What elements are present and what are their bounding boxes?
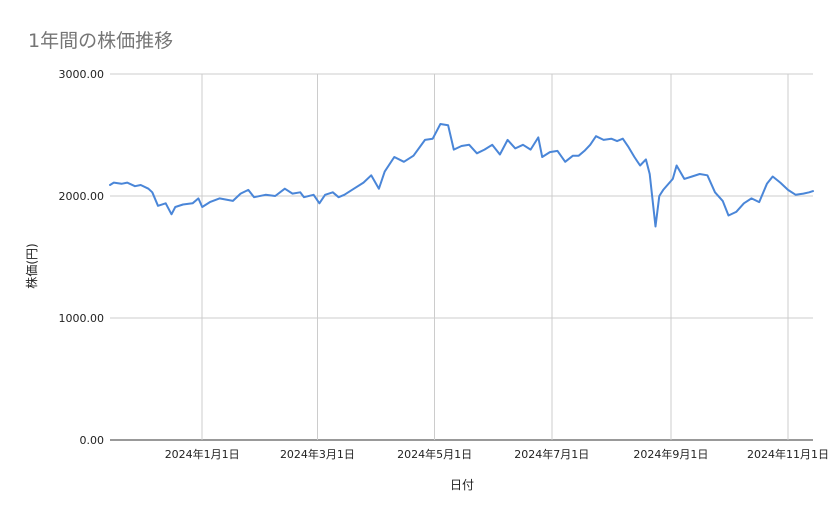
x-tick-label: 2024年3月1日 xyxy=(280,447,355,461)
grid-layer xyxy=(110,73,813,441)
axis-layer: 0.00 1000.00 2000.00 3000.00 2024年1月1日 2024年3… xyxy=(59,68,830,461)
x-tick-label: 2024年7月1日 xyxy=(514,447,589,461)
y-tick-label: 1000.00 xyxy=(59,312,105,325)
x-tick-label: 2024年9月1日 xyxy=(633,447,708,461)
x-tick-label: 2024年11月1日 xyxy=(747,447,829,461)
x-tick-label: 2024年1月1日 xyxy=(165,447,240,461)
chart-title: 1年間の株価推移 xyxy=(28,30,174,52)
y-tick-label: 3000.00 xyxy=(59,68,105,81)
x-axis-label: 日付 xyxy=(450,478,474,492)
y-axis-label: 株価(円) xyxy=(24,243,39,288)
x-tick-label: 2024年5月1日 xyxy=(397,447,472,461)
series-layer xyxy=(109,123,814,228)
y-tick-label: 0.00 xyxy=(80,434,105,447)
series-line xyxy=(109,123,814,228)
y-tick-label: 2000.00 xyxy=(59,190,105,203)
